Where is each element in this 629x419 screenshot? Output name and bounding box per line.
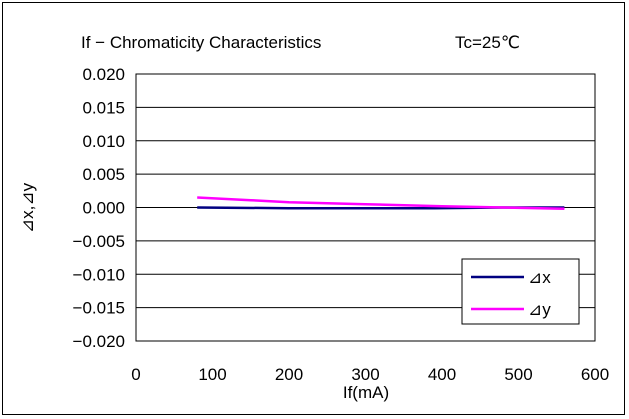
- chart-subtitle: Tc=25℃: [455, 33, 520, 52]
- x-tick-label: 400: [428, 365, 456, 384]
- legend-label: ⊿x: [528, 268, 551, 287]
- x-tick-label: 200: [275, 365, 303, 384]
- y-tick-label: 0.015: [82, 98, 125, 117]
- x-tick-label: 500: [504, 365, 532, 384]
- legend-label: ⊿y: [528, 300, 551, 319]
- y-tick-label: −0.020: [73, 332, 125, 351]
- x-tick-labels: 0 100 200 300 400 500 600: [131, 365, 609, 384]
- chart-title: If − Chromaticity Characteristics: [81, 33, 321, 52]
- x-tick-label: 300: [351, 365, 379, 384]
- x-tick-label: 100: [198, 365, 226, 384]
- y-tick-label: 0.005: [82, 165, 125, 184]
- y-tick-labels: 0.020 0.015 0.010 0.005 0.000 −0.005 −0.010 −0.…: [73, 65, 125, 351]
- legend-box: [461, 258, 580, 325]
- y-tick-label: −0.015: [73, 299, 125, 318]
- x-tick-label: 600: [581, 365, 609, 384]
- x-tick-label: 0: [131, 365, 140, 384]
- x-axis-label: If(mA): [343, 383, 389, 402]
- y-tick-label: 0.020: [82, 65, 125, 84]
- y-tick-label: 0.000: [82, 199, 125, 218]
- y-tick-label: −0.010: [73, 265, 125, 284]
- series-lines: [197, 196, 565, 211]
- y-axis-label: ⊿x,⊿y: [18, 182, 37, 233]
- legend: ⊿x ⊿y: [461, 258, 580, 325]
- series-line-dy: [197, 196, 565, 211]
- y-tick-label: −0.005: [73, 232, 125, 251]
- y-tick-label: 0.010: [82, 132, 125, 151]
